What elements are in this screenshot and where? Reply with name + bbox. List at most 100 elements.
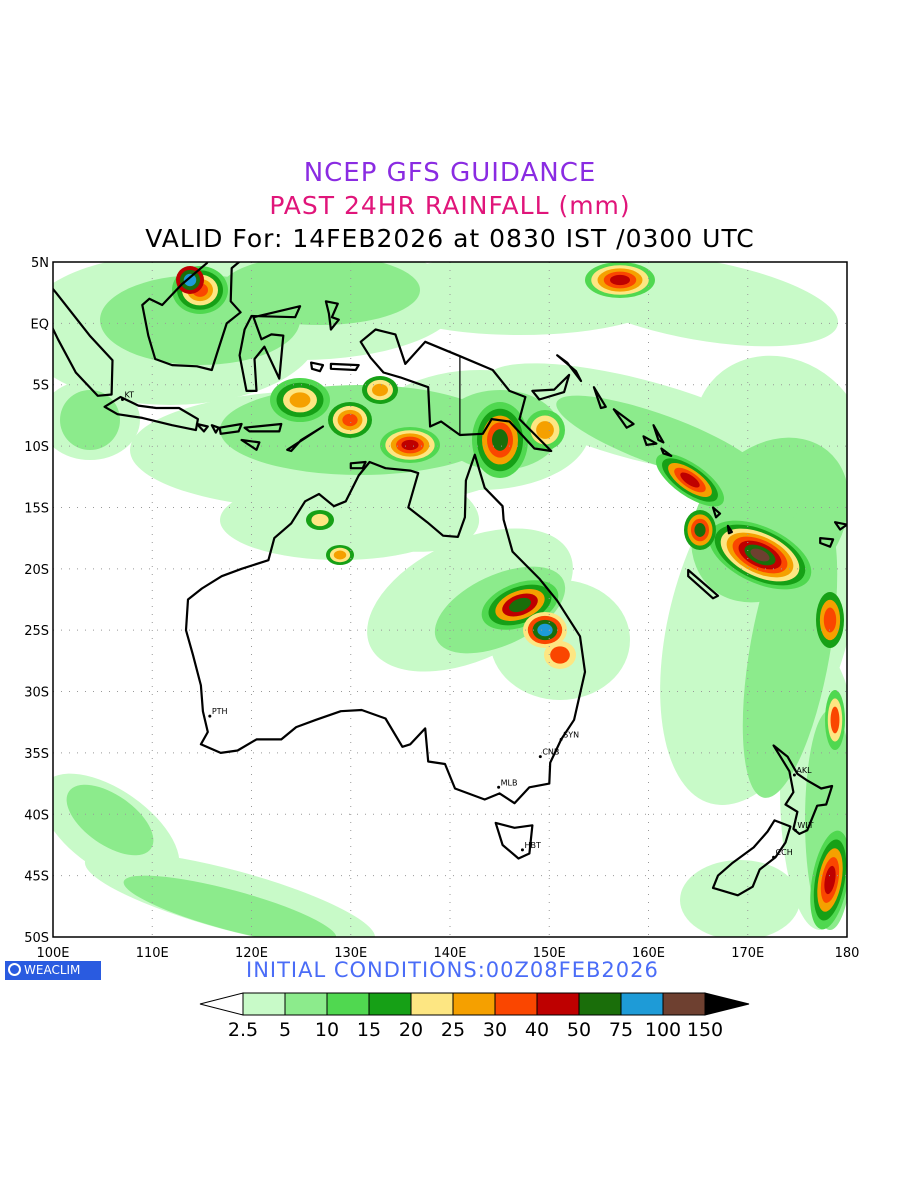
colorbar (199, 992, 750, 1016)
copyright-circle-icon (8, 963, 21, 976)
lon-label: 110E (136, 946, 169, 961)
coastline (243, 422, 283, 433)
rain-blob (183, 273, 197, 287)
coastline (195, 422, 209, 433)
coastline (772, 744, 834, 835)
coastline (359, 328, 553, 453)
colorbar-low-arrow (199, 992, 244, 1016)
city-dot (520, 848, 524, 852)
lat-label: 40S (24, 808, 49, 823)
rain-blob (220, 262, 420, 325)
coastline (726, 524, 733, 535)
initial-conditions: INITIAL CONDITIONS:00Z08FEB2026 (246, 958, 659, 982)
coastline (687, 568, 720, 600)
city-dot (120, 397, 124, 401)
rain-blob (289, 392, 311, 408)
coastline (612, 408, 635, 429)
colorbar-swatch (536, 992, 580, 1016)
lon-label: 130E (334, 946, 367, 961)
colorbar-label: 10 (314, 1019, 340, 1041)
colorbar-label: 150 (686, 1019, 724, 1041)
colorbar-swatch (326, 992, 370, 1016)
coastline (184, 453, 587, 805)
title-guidance: NCEP GFS GUIDANCE (303, 158, 597, 188)
colorbar-label: 2.5 (227, 1019, 259, 1041)
lat-label: 50S (24, 931, 49, 946)
colorbar-swatch (620, 992, 664, 1016)
coastline (329, 362, 360, 372)
rainfall-shading (53, 262, 847, 937)
coastline (310, 361, 325, 373)
colorbar-swatch (368, 992, 412, 1016)
rain-blob (311, 513, 329, 527)
rain-blob (694, 523, 706, 537)
city-dot (792, 773, 796, 777)
lat-label: 35S (24, 747, 49, 762)
rain-blob (550, 646, 570, 664)
city-label: WLT (797, 821, 813, 830)
coastline (711, 506, 722, 519)
colorbar-swatch (494, 992, 538, 1016)
colorbar-label: 75 (608, 1019, 634, 1041)
lat-label: 30S (24, 686, 49, 701)
colorbar-swatch (452, 992, 496, 1016)
map-border (52, 261, 848, 938)
colorbar-swatch (242, 992, 286, 1016)
logo-text: WEACLIM (24, 963, 81, 977)
rain-blob (66, 784, 154, 856)
colorbar-swatch (662, 992, 706, 1016)
city-dot (559, 737, 563, 741)
coastline (531, 373, 571, 401)
coastline (210, 424, 220, 434)
rain-blob (742, 502, 838, 798)
city-label: KT (124, 390, 134, 399)
rain-blob (492, 429, 508, 451)
lon-label: 160E (632, 946, 665, 961)
city-label: CNB (542, 748, 559, 757)
city-label: HBT (524, 841, 541, 850)
coastline (141, 262, 242, 372)
title-valid-time: VALID For: 14FEB2026 at 0830 IST /0300 U… (145, 224, 755, 253)
colorbar-swatch (410, 992, 454, 1016)
city-dot (538, 755, 542, 759)
rain-blob (401, 439, 419, 451)
title-rainfall: PAST 24HR RAINFALL (mm) (269, 191, 631, 220)
colorbar-label: 25 (440, 1019, 466, 1041)
colorbar-label: 100 (644, 1019, 682, 1041)
rain-blob (824, 865, 836, 895)
colorbar-swatch (284, 992, 328, 1016)
lat-label: 25S (24, 624, 49, 639)
lat-label: 10S (24, 440, 49, 455)
rain-blob (123, 875, 337, 937)
rain-blob (750, 548, 770, 562)
lon-label: 150E (533, 946, 566, 961)
rain-blob (509, 597, 531, 613)
coastline (592, 386, 607, 410)
city-dot (772, 855, 776, 859)
coastline (494, 821, 534, 860)
coastline (240, 438, 261, 451)
lon-label: 180 (835, 946, 860, 961)
rain-blob (610, 274, 630, 286)
colorbar-label: 50 (566, 1019, 592, 1041)
colorbar-label: 30 (482, 1019, 508, 1041)
rain-blob (830, 706, 840, 734)
rain-blob (537, 623, 553, 637)
colorbar-label: 40 (524, 1019, 550, 1041)
city-label: MLB (501, 778, 518, 787)
coastline (238, 305, 302, 392)
lat-label: 45S (24, 870, 49, 885)
coastlines (53, 231, 847, 897)
lat-label: 20S (24, 563, 49, 578)
colorbar-label: 15 (356, 1019, 382, 1041)
coastline (642, 435, 658, 446)
lon-label: 100E (36, 946, 69, 961)
lat-label: EQ (31, 317, 49, 332)
weaclim-logo: WEACLIM (5, 961, 101, 980)
coastline (271, 231, 316, 253)
rain-blob (333, 550, 347, 560)
city-markers: KT PTH SYN CNB MLB HBT AKL WLT CCH (120, 390, 814, 859)
city-dot (208, 714, 212, 718)
colorbar-high-arrow (704, 992, 750, 1016)
